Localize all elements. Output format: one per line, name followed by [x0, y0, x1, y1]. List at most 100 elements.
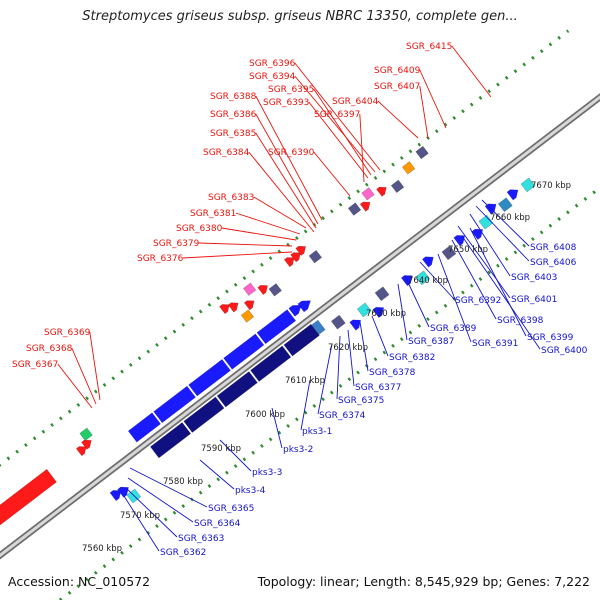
gene-label-lower[interactable]: SGR_6363 — [178, 534, 224, 544]
gene-red-large[interactable] — [0, 468, 57, 527]
gene-label-upper[interactable]: SGR_6409 — [374, 66, 421, 76]
gene-small-lower-1[interactable] — [311, 319, 326, 335]
gene-pks-reverse-3[interactable] — [216, 371, 258, 408]
gene-label-upper[interactable]: SGR_6404 — [332, 97, 379, 107]
gene-upper-small-9[interactable] — [257, 282, 271, 296]
gene-upper-small-3[interactable] — [79, 427, 93, 441]
gene-label-upper[interactable]: SGR_6381 — [190, 209, 236, 219]
gene-label-lower[interactable]: SGR_6389 — [430, 324, 477, 334]
gene-pks-forward-4[interactable] — [223, 333, 265, 370]
gene-label-upper[interactable]: SGR_6394 — [249, 72, 296, 82]
gene-lower-small-14[interactable] — [471, 226, 486, 240]
gene-lower-small-10[interactable] — [415, 270, 431, 286]
gene-arrow-upper-2[interactable] — [297, 297, 314, 313]
gene-label-lower[interactable]: SGR_6364 — [194, 519, 241, 529]
gene-features[interactable] — [0, 145, 536, 536]
gene-lower-small-13[interactable] — [453, 232, 468, 247]
gene-label-lower[interactable]: SGR_6374 — [319, 411, 366, 421]
gene-label-upper[interactable]: SGR_6383 — [208, 193, 254, 203]
gene-label-lower[interactable]: SGR_6362 — [160, 548, 206, 558]
gene-label-upper[interactable]: SGR_6367 — [12, 360, 58, 370]
gene-label-lower[interactable]: SGR_6400 — [541, 346, 588, 356]
gene-label-lower[interactable]: SGR_6378 — [369, 368, 416, 378]
gene-label-upper[interactable]: SGR_6379 — [153, 239, 200, 249]
gene-label-lower[interactable]: SGR_6398 — [497, 316, 544, 326]
gene-label-upper[interactable]: SGR_6395 — [268, 85, 314, 95]
gene-label-lower[interactable]: SGR_6377 — [355, 383, 401, 393]
gene-upper-small-14[interactable] — [308, 249, 323, 264]
gene-upper-small-1[interactable] — [75, 443, 89, 457]
gene-upper-small-20[interactable] — [401, 161, 416, 175]
gene-label-upper[interactable]: SGR_6407 — [374, 82, 420, 92]
gene-label-lower[interactable]: pks3-2 — [283, 445, 313, 455]
gene-lower-small-5[interactable] — [349, 316, 364, 331]
gene-lower-small-17[interactable] — [497, 197, 513, 213]
gene-upper-small-7[interactable] — [243, 297, 257, 311]
gene-label-lower[interactable]: SGR_6382 — [389, 353, 435, 363]
gene-upper-small-13[interactable] — [295, 243, 309, 256]
gene-label-upper[interactable]: SGR_6368 — [26, 344, 73, 354]
gene-labels[interactable]: SGR_6415 SGR_6409 SGR_6407 SGR_6404 SGR_6396… — [12, 42, 588, 558]
gene-label-upper[interactable]: SGR_6385 — [210, 129, 256, 139]
gene-pks-forward-5[interactable] — [256, 309, 297, 345]
gene-lower-small-6[interactable] — [356, 302, 372, 318]
gene-pks-forward-2[interactable] — [153, 385, 196, 424]
gene-label-upper[interactable]: SGR_6380 — [176, 224, 223, 234]
gene-label-lower[interactable]: SGR_6406 — [530, 258, 577, 268]
gene-upper-small-16[interactable] — [359, 199, 373, 212]
gene-upper-small-4[interactable] — [219, 301, 232, 315]
gene-upper-small-11[interactable] — [283, 254, 297, 268]
gene-label-upper[interactable]: SGR_6415 — [406, 42, 452, 52]
gene-upper-small-21[interactable] — [415, 145, 429, 160]
gene-pks-reverse-2[interactable] — [183, 396, 225, 433]
gene-label-lower[interactable]: SGR_6401 — [511, 295, 557, 305]
gene-upper-small-12[interactable] — [290, 249, 304, 263]
gene-lower-small-15[interactable] — [478, 214, 494, 230]
gene-upper-small-8[interactable] — [242, 282, 257, 296]
gene-label-lower[interactable]: SGR_6387 — [408, 337, 454, 347]
gene-upper-small-19[interactable] — [390, 179, 405, 194]
gene-label-lower[interactable]: SGR_6365 — [208, 504, 254, 514]
gene-lower-small-2[interactable] — [117, 483, 132, 498]
gene-label-upper[interactable]: SGR_6376 — [137, 254, 184, 264]
gene-label-upper[interactable]: SGR_6390 — [268, 148, 315, 158]
gene-label-upper[interactable]: SGR_6369 — [44, 328, 91, 338]
gene-label-upper[interactable]: SGR_6388 — [210, 92, 257, 102]
gene-upper-small-6[interactable] — [240, 309, 255, 323]
gene-pks-forward-3[interactable] — [188, 358, 231, 397]
gene-lower-small-7[interactable] — [372, 304, 387, 319]
gene-label-upper[interactable]: SGR_6393 — [263, 98, 309, 108]
gene-pks-reverse-1[interactable] — [149, 422, 192, 459]
gene-upper-small-15[interactable] — [347, 202, 362, 216]
gene-label-lower[interactable]: SGR_6403 — [511, 273, 557, 283]
gene-lower-small-18[interactable] — [506, 186, 521, 201]
gene-lower-small-11[interactable] — [421, 253, 436, 268]
gene-lower-small-8[interactable] — [374, 286, 390, 302]
gene-label-upper[interactable]: SGR_6397 — [314, 110, 360, 120]
gene-label-lower[interactable]: SGR_6375 — [338, 396, 384, 406]
gene-label-lower[interactable]: SGR_6408 — [530, 243, 577, 253]
gene-label-lower[interactable]: SGR_6391 — [472, 339, 518, 349]
gene-upper-small-5[interactable] — [227, 299, 241, 313]
gene-label-lower[interactable]: SGR_6392 — [455, 296, 501, 306]
gene-upper-small-17[interactable] — [361, 187, 375, 201]
gene-lower-small-12[interactable] — [441, 245, 457, 261]
gene-lower-small-4[interactable] — [330, 314, 346, 330]
gene-upper-small-18[interactable] — [376, 184, 389, 197]
gene-lower-small-19[interactable] — [520, 177, 536, 193]
gene-label-lower[interactable]: pks3-3 — [252, 468, 282, 478]
gene-upper-small-2[interactable] — [81, 437, 94, 450]
gene-label-upper[interactable]: SGR_6396 — [249, 59, 296, 69]
gene-pks-reverse-4[interactable] — [250, 345, 292, 382]
gene-upper-small-10[interactable] — [268, 283, 282, 297]
gene-pks-reverse-5[interactable] — [283, 323, 320, 357]
gene-label-upper[interactable]: SGR_6386 — [210, 110, 257, 120]
gene-label-upper[interactable]: SGR_6384 — [203, 148, 250, 158]
gene-lower-small-1[interactable] — [109, 487, 124, 502]
gene-label-lower[interactable]: pks3-1 — [302, 427, 332, 437]
gene-pks-forward-1[interactable] — [127, 412, 162, 443]
gene-label-lower[interactable]: pks3-4 — [235, 486, 266, 496]
gene-label-lower[interactable]: SGR_6399 — [527, 333, 574, 343]
gene-arrow-upper-1[interactable] — [288, 301, 305, 317]
